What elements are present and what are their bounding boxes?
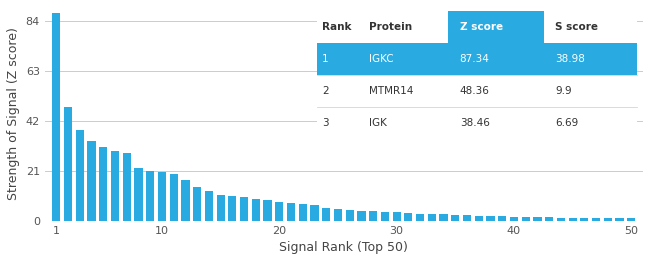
Bar	[317, 107, 359, 139]
Bar	[359, 11, 448, 43]
Bar	[604, 218, 612, 221]
Text: Z score: Z score	[460, 22, 503, 32]
Bar	[448, 107, 544, 139]
Bar	[510, 217, 518, 221]
Bar	[75, 130, 84, 221]
Text: 3: 3	[322, 118, 328, 128]
Bar	[358, 211, 365, 221]
Bar	[448, 75, 544, 107]
Text: 87.34: 87.34	[460, 54, 489, 64]
Bar	[252, 199, 260, 221]
Bar	[158, 172, 166, 221]
Bar	[544, 75, 637, 107]
Bar	[463, 215, 471, 221]
Bar	[228, 196, 237, 221]
Bar	[317, 11, 359, 43]
Bar	[451, 215, 460, 221]
Y-axis label: Strength of Signal (Z score): Strength of Signal (Z score)	[7, 27, 20, 200]
Bar	[135, 168, 142, 221]
Bar	[275, 202, 283, 221]
Text: 6.69: 6.69	[555, 118, 578, 128]
Bar	[474, 216, 483, 221]
Bar	[359, 75, 448, 107]
X-axis label: Signal Rank (Top 50): Signal Rank (Top 50)	[280, 241, 408, 254]
Bar	[580, 218, 588, 221]
Bar	[627, 218, 636, 221]
Bar	[123, 153, 131, 221]
Bar	[404, 213, 413, 221]
Bar	[88, 141, 96, 221]
Bar	[544, 11, 637, 43]
Text: IGKC: IGKC	[369, 54, 394, 64]
Bar	[334, 209, 342, 221]
Bar	[52, 13, 60, 221]
Bar	[317, 43, 637, 75]
Bar	[369, 211, 377, 221]
Text: 48.36: 48.36	[460, 86, 489, 96]
Text: Rank: Rank	[322, 22, 352, 32]
Bar	[557, 218, 565, 221]
Text: 38.98: 38.98	[555, 54, 585, 64]
Bar	[205, 191, 213, 221]
Bar	[317, 75, 359, 107]
Bar	[498, 216, 506, 221]
Bar	[111, 151, 119, 221]
Text: IGK: IGK	[369, 118, 387, 128]
Bar	[311, 205, 318, 221]
Bar	[439, 215, 448, 221]
Bar	[317, 107, 637, 139]
Bar	[416, 213, 424, 221]
Bar	[448, 11, 544, 43]
Bar	[346, 210, 354, 221]
Bar	[569, 218, 577, 221]
Bar	[359, 107, 448, 139]
Bar	[545, 217, 553, 221]
Text: MTMR14: MTMR14	[369, 86, 413, 96]
Text: 1: 1	[322, 54, 328, 64]
Bar	[317, 43, 359, 75]
Bar	[381, 212, 389, 221]
Bar	[99, 147, 107, 221]
Bar	[216, 194, 225, 221]
Bar	[544, 43, 637, 75]
Bar	[317, 75, 637, 107]
Bar	[544, 107, 637, 139]
Text: Protein: Protein	[369, 22, 412, 32]
Bar	[181, 180, 190, 221]
Bar	[534, 217, 541, 221]
Bar	[287, 203, 295, 221]
Bar	[146, 171, 154, 221]
Bar	[616, 218, 624, 221]
Bar	[322, 207, 330, 221]
Bar	[428, 214, 436, 221]
Text: 2: 2	[322, 86, 328, 96]
Bar	[240, 197, 248, 221]
Text: S score: S score	[555, 22, 599, 32]
Bar	[64, 107, 72, 221]
Bar	[193, 187, 202, 221]
Bar	[170, 174, 178, 221]
Bar	[263, 200, 272, 221]
Text: 38.46: 38.46	[460, 118, 489, 128]
Bar	[521, 217, 530, 221]
Bar	[592, 218, 600, 221]
Bar	[359, 43, 448, 75]
Bar	[448, 43, 544, 75]
Bar	[393, 212, 401, 221]
Text: 9.9: 9.9	[555, 86, 572, 96]
Bar	[486, 216, 495, 221]
Bar	[298, 204, 307, 221]
